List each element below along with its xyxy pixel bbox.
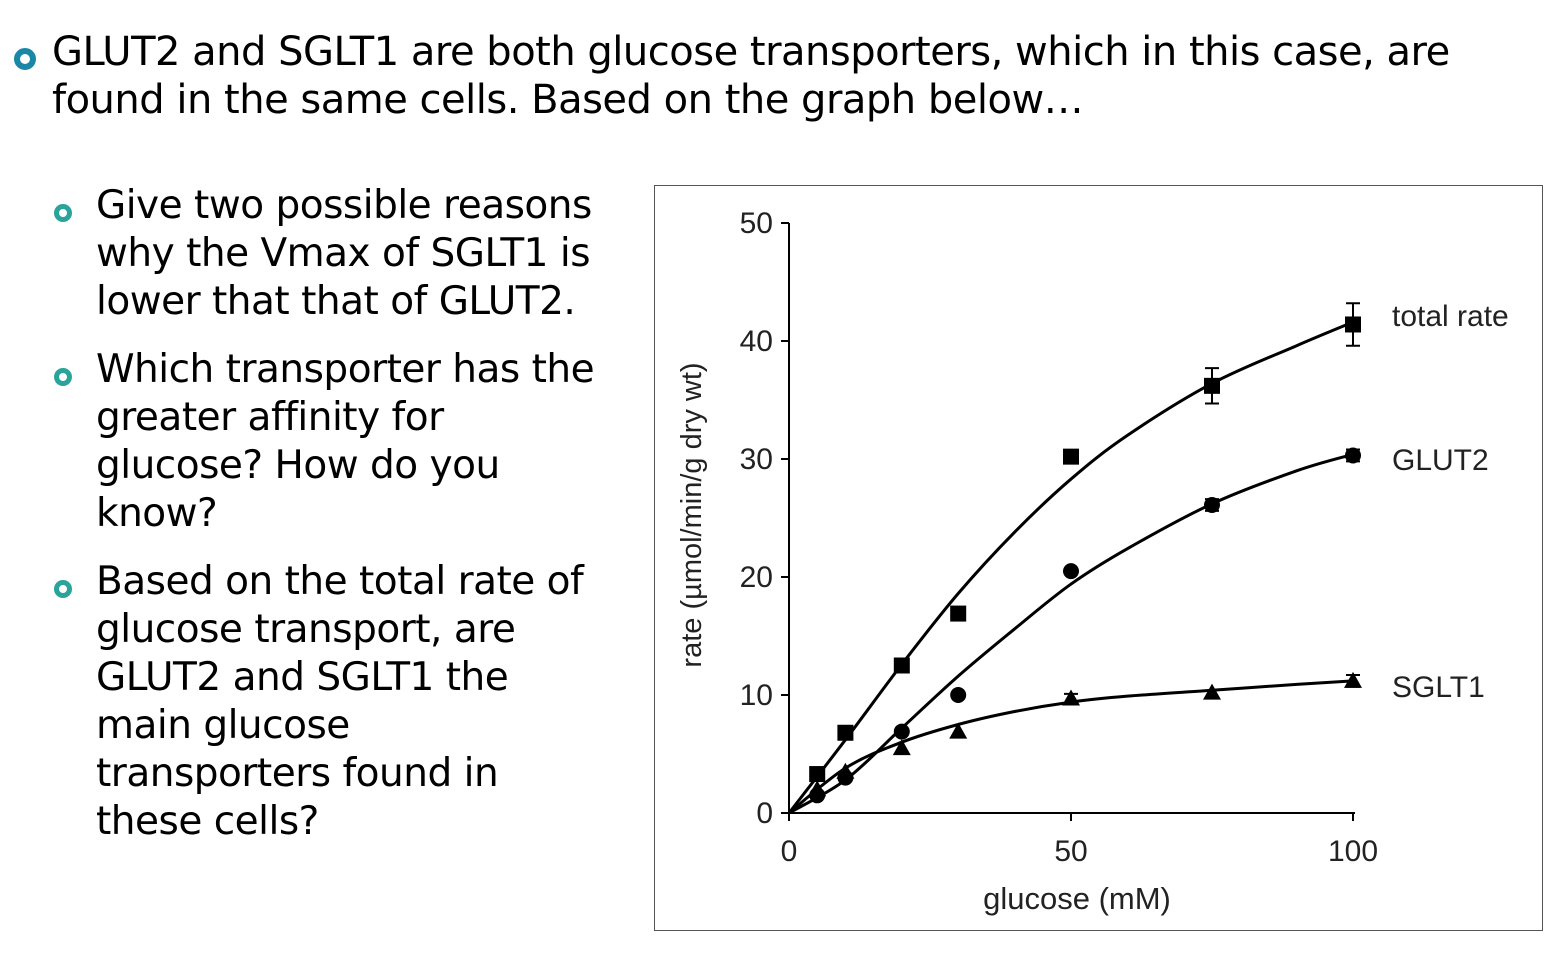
x-axis-label: glucose (mM): [983, 881, 1171, 916]
sub-bullet-icon: [54, 204, 72, 222]
fit-curve-glut2: [788, 452, 1354, 815]
fit-curve-sglt1: [788, 679, 1354, 815]
data-point-sglt1: [808, 780, 827, 797]
data-point-glut2: [950, 687, 967, 703]
data-point-sglt1: [949, 722, 968, 739]
sub-bullet-text: Give two possible reasons why the Vmax o…: [96, 183, 592, 324]
x-tick-label: 100: [1328, 835, 1378, 868]
data-point-sglt1: [1344, 671, 1362, 688]
fit-curve-total-rate: [787, 320, 1354, 814]
series-label: total rate: [1392, 300, 1509, 333]
x-tick-label: 50: [1054, 835, 1087, 868]
data-point-glut2: [1063, 563, 1079, 580]
data-point-glut2: [1204, 497, 1220, 514]
data-point-glut2: [1345, 447, 1361, 464]
data-point-sglt1: [1062, 689, 1080, 706]
data-point-total-rate: [1345, 316, 1361, 333]
y-tick-label: 40: [740, 325, 773, 358]
data-point-total-rate: [837, 724, 854, 741]
y-tick-label: 10: [740, 679, 773, 712]
data-point-total-rate: [950, 605, 967, 622]
series-label: GLUT2: [1392, 444, 1489, 477]
sub-bullet-icon: [54, 368, 72, 386]
series-label: SGLT1: [1392, 671, 1485, 704]
sub-bullet-text: Based on the total rate of glucose trans…: [96, 559, 584, 844]
main-bullet-text: GLUT2 and SGLT1 are both glucose transpo…: [52, 29, 1450, 123]
sub-bullet-3: Based on the total rate of glucose trans…: [54, 558, 596, 846]
data-point-total-rate: [1063, 448, 1079, 465]
data-point-sglt1: [892, 739, 911, 756]
y-tick-label: 20: [740, 561, 773, 594]
sub-bullet-text: Which transporter has the greater affini…: [96, 347, 595, 536]
data-point-glut2: [893, 723, 910, 740]
y-tick-label: 0: [756, 797, 773, 830]
y-tick-label: 30: [740, 443, 773, 476]
main-bullet-icon: [14, 48, 36, 70]
x-tick-label: 0: [781, 835, 798, 868]
data-point-sglt1: [836, 762, 855, 779]
sub-bullet-1: Give two possible reasons why the Vmax o…: [54, 182, 596, 326]
y-tick-label: 50: [740, 207, 773, 240]
data-point-total-rate: [809, 766, 826, 783]
data-point-total-rate: [1204, 377, 1220, 394]
sub-bullet-2: Which transporter has the greater affini…: [54, 346, 596, 538]
chart-frame: [654, 185, 1543, 931]
data-point-total-rate: [893, 657, 910, 674]
sub-bullet-list: Give two possible reasons why the Vmax o…: [54, 182, 596, 866]
y-axis-label: rate (µmol/min/g dry wt): [676, 362, 708, 667]
data-point-sglt1: [1203, 683, 1221, 700]
sub-bullet-icon: [54, 580, 72, 598]
